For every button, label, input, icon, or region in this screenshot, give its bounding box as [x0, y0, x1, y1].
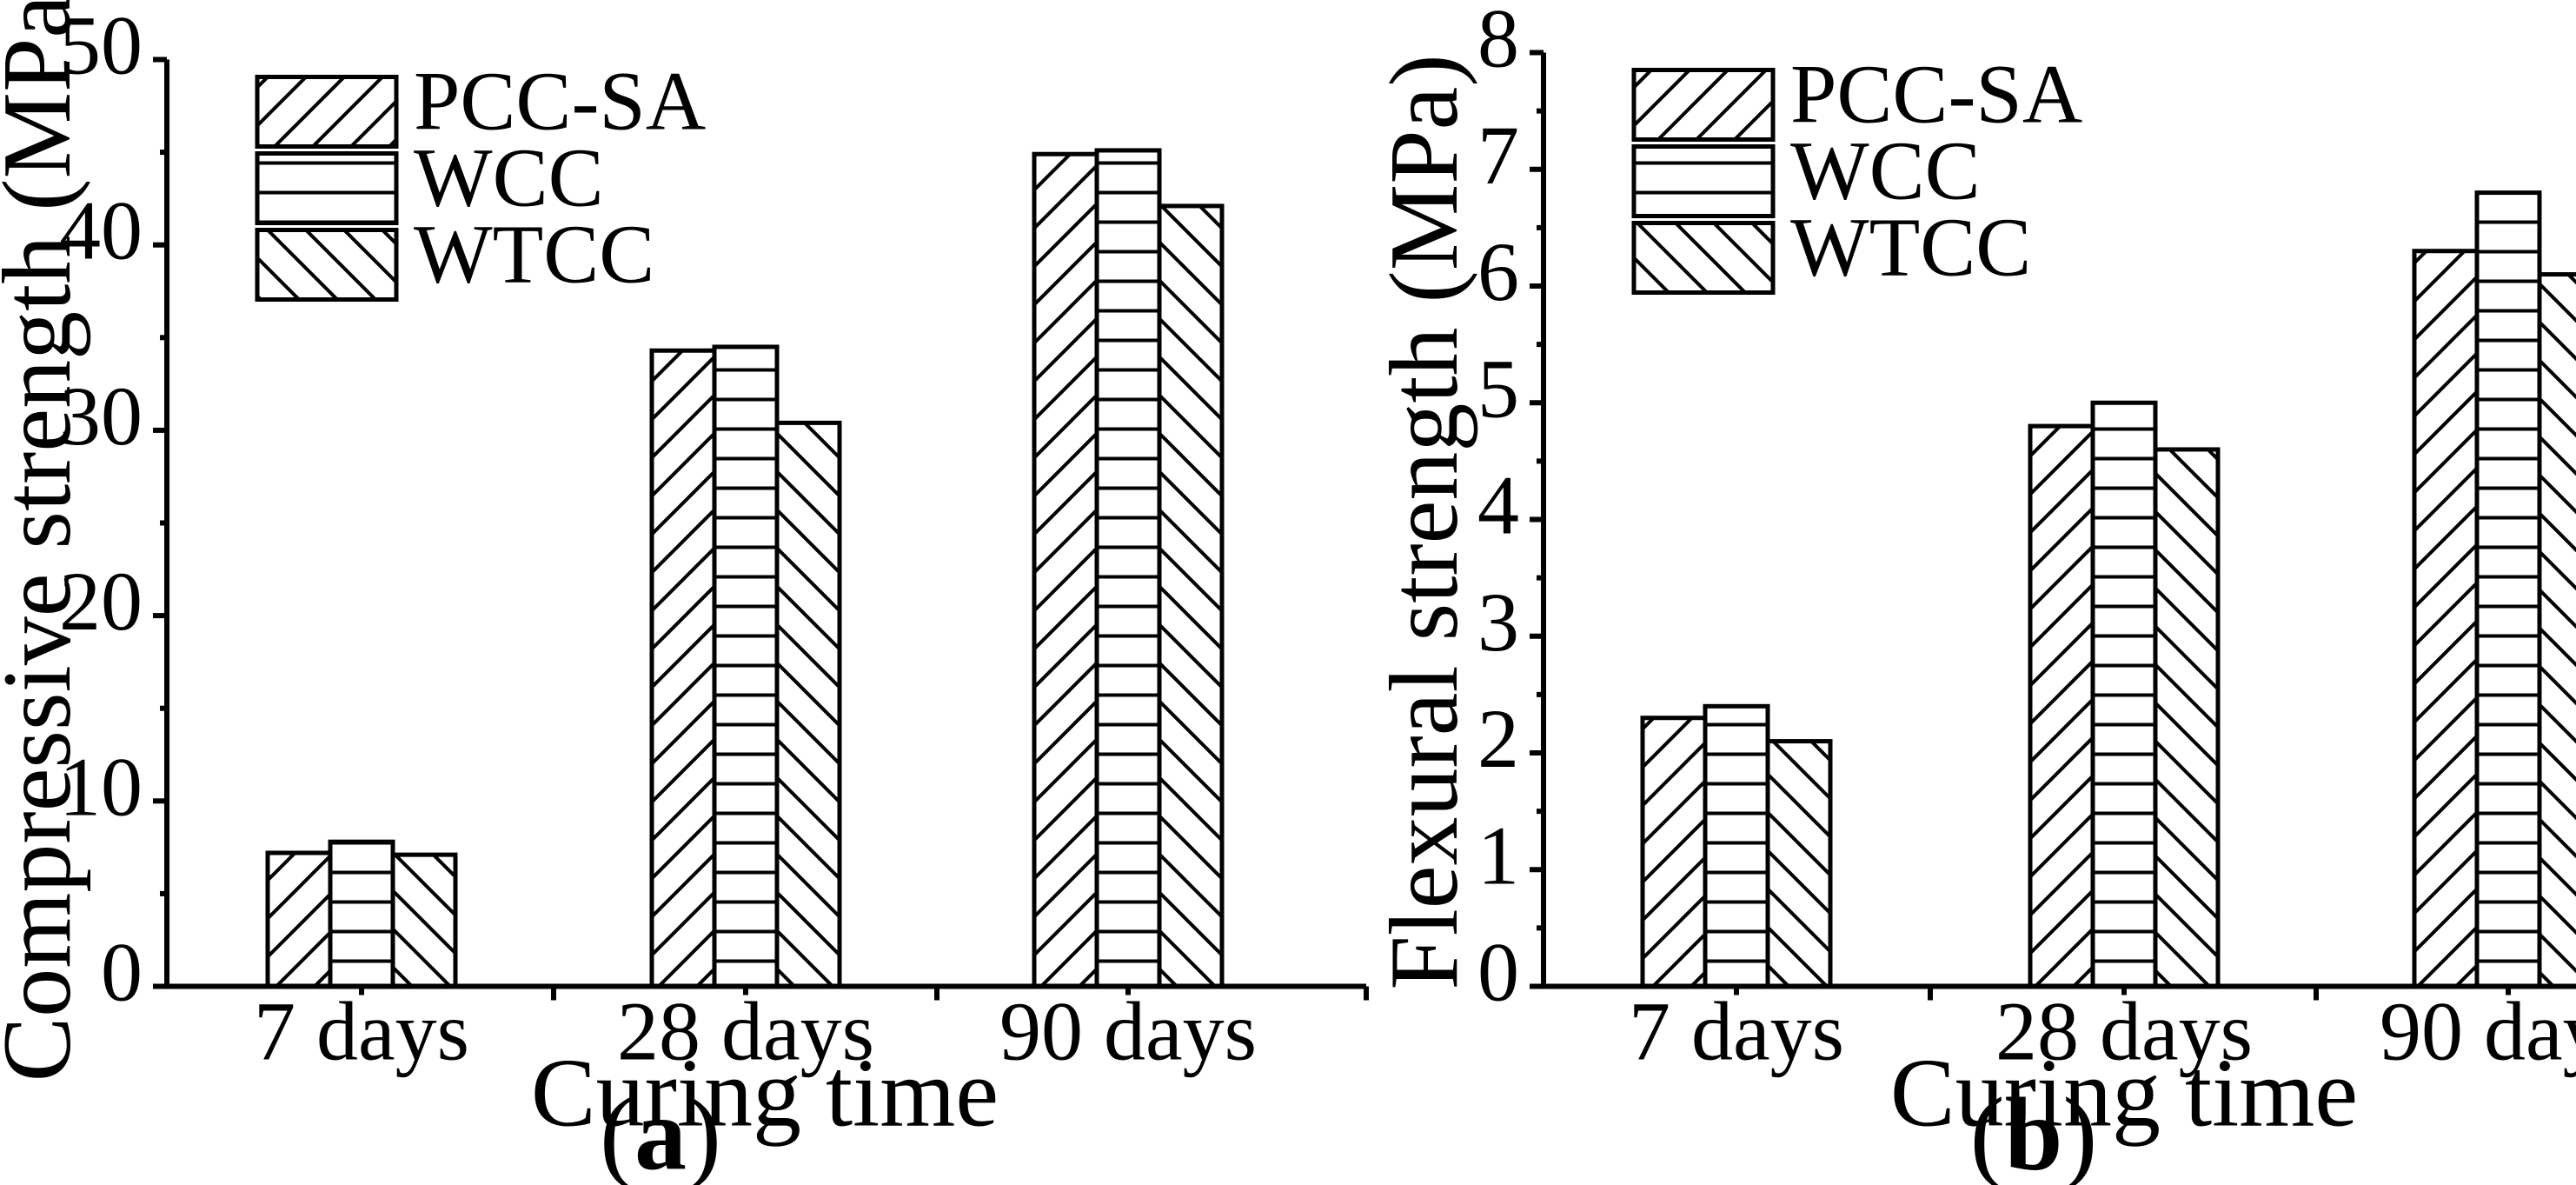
y-tick-label: 0: [1477, 926, 1519, 1019]
bar-a-wtcc-90days: [1157, 203, 1225, 989]
bar-b-pcc-sa-7days: [1640, 716, 1708, 989]
legend-label-pcc-sa: PCC-SA: [1790, 48, 2082, 141]
y-tick-label: 1: [1477, 809, 1519, 902]
y-tick-label: 50: [59, 0, 143, 92]
legend-swatch-wtcc: [255, 228, 399, 302]
x-tick-label: 90 days: [2380, 985, 2576, 1078]
legend-label-pcc-sa: PCC-SA: [414, 55, 706, 148]
axes-b: 0 1 2 3 4 5 6 7 8 7 days 28 days 90 days: [1477, 0, 2576, 1078]
bar-a-wcc-28days: [712, 344, 780, 989]
bar-a-pcc-sa-7days: [265, 850, 333, 989]
y-tick-label: 20: [59, 555, 143, 648]
x-axis-title-b: Curing time: [1890, 1040, 2358, 1148]
bar-b-wcc-7days: [1703, 703, 1770, 989]
y-tick-label: 10: [59, 740, 143, 833]
y-tick-label: 8: [1477, 0, 1519, 85]
y-tick-label: 0: [101, 926, 143, 1019]
bar-b-wtcc-28days: [2153, 447, 2221, 989]
bar-a-wcc-90days: [1094, 148, 1162, 989]
x-tick-label: 7 days: [1629, 985, 1844, 1078]
y-tick-label: 2: [1477, 692, 1519, 785]
legend-swatch-pcc-sa: [255, 75, 399, 149]
bar-a-wcc-7days: [328, 839, 395, 989]
bars-b: [1640, 190, 2576, 989]
legend-label-wcc: WCC: [414, 131, 604, 224]
bar-b-pcc-sa-28days: [2028, 423, 2095, 989]
bar-b-wtcc-7days: [1765, 739, 1833, 989]
axes-a: 0 10 20 30 40 50 7 days 28 days 90 days: [59, 0, 1369, 1078]
y-tick-label: 4: [1477, 459, 1519, 552]
legend-swatch-wcc: [1631, 144, 1776, 218]
chart-panel-b: 0 1 2 3 4 5 6 7 8 7 days 28 days 90 days PCC-SAWCCW…: [1371, 0, 2576, 1185]
legend-label-wtcc: WTCC: [414, 208, 654, 301]
y-tick-label: 6: [1477, 225, 1519, 318]
bars-a: [265, 148, 1225, 989]
bar-a-wtcc-7days: [390, 852, 458, 989]
legend-swatch-pcc-sa: [1631, 68, 1776, 142]
bar-b-pcc-sa-90days: [2412, 249, 2480, 989]
y-tick-label: 7: [1477, 109, 1519, 202]
y-axis-title-a: Compressive strength (MPa): [0, 0, 91, 1082]
legend-swatch-wtcc: [1631, 221, 1776, 295]
y-tick-label: 3: [1477, 576, 1519, 669]
x-tick-label: 7 days: [254, 985, 469, 1078]
y-tick-label: 5: [1477, 342, 1519, 435]
legend-label-wcc: WCC: [1790, 124, 1981, 217]
x-tick-label: 28 days: [1995, 985, 2253, 1078]
legend-label-wtcc: WTCC: [1790, 201, 2031, 294]
bar-b-wcc-28days: [2090, 400, 2158, 989]
chart-panel-a: 0 10 20 30 40 50 7 days 28 days 90 days PCC-SAWC…: [0, 0, 1369, 1185]
bar-a-wtcc-28days: [774, 420, 842, 989]
panel-label-b: (b): [1970, 1076, 2098, 1185]
legend-swatch-wcc: [255, 151, 399, 225]
bar-a-pcc-sa-90days: [1032, 151, 1099, 989]
y-tick-label: 40: [59, 184, 143, 277]
x-axis-title-a: Curing time: [531, 1040, 999, 1148]
bar-a-pcc-sa-28days: [649, 348, 717, 989]
x-tick-label: 90 days: [999, 985, 1257, 1078]
bar-b-wtcc-90days: [2537, 272, 2576, 989]
panel-label-a: (a): [600, 1076, 721, 1185]
y-tick-label: 30: [59, 369, 143, 463]
x-tick-label: 28 days: [617, 985, 874, 1078]
y-axis-title-b: Flexural strength (MPa): [1371, 54, 1478, 989]
bar-b-wcc-90days: [2474, 190, 2542, 989]
